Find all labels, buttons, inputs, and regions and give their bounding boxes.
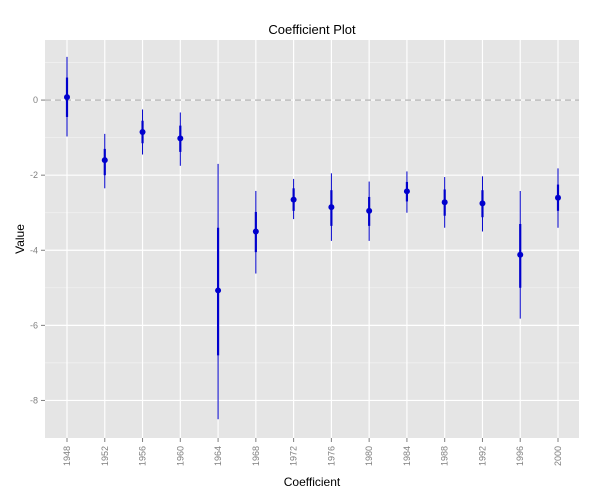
coefficient-point [441, 199, 448, 206]
coefficient-point [517, 251, 524, 258]
coefficient-marks [64, 56, 561, 420]
y-axis-title: Value [13, 224, 27, 254]
x-tick-label: 1996 [515, 446, 525, 466]
x-tick-label: 1960 [175, 446, 185, 466]
x-tick-label: 1956 [138, 446, 148, 466]
x-tick-label: 1984 [402, 446, 412, 466]
y-tick-label: -2 [30, 170, 38, 180]
y-tick-label: -8 [30, 395, 38, 405]
coefficient-point [177, 135, 184, 142]
x-axis-title: Coefficient [284, 475, 341, 489]
coefficient-point [479, 200, 486, 207]
x-axis-ticks: 1948 1952 1956 1960 1964 1968 1972 1976 1980 1984… [62, 438, 563, 466]
chart-title: Coefficient Plot [268, 22, 356, 37]
x-tick-label: 1972 [289, 446, 299, 466]
plot-panel [45, 40, 579, 438]
x-tick-label: 2000 [553, 446, 563, 466]
coefficient-point [403, 188, 410, 195]
x-tick-label: 1980 [364, 446, 374, 466]
x-tick-label: 1976 [326, 446, 336, 466]
y-tick-label: -4 [30, 245, 38, 255]
coefficient-point [290, 196, 297, 203]
x-tick-label: 1992 [477, 446, 487, 466]
x-tick-label: 1952 [100, 446, 110, 466]
y-tick-label: -6 [30, 320, 38, 330]
coefficient-point [101, 157, 108, 164]
x-tick-label: 1968 [251, 446, 261, 466]
x-tick-label: 1948 [62, 446, 72, 466]
x-tick-label: 1964 [213, 446, 223, 466]
y-axis-ticks: 0 -2 -4 -6 -8 [30, 95, 45, 405]
coefficient-point [328, 204, 335, 211]
coefficient-point [215, 287, 222, 294]
coefficient-point [139, 128, 146, 135]
coefficient-point [555, 194, 561, 201]
coefficient-point [64, 94, 70, 101]
y-tick-label: 0 [33, 95, 38, 105]
x-tick-label: 1988 [440, 446, 450, 466]
coefficient-point [252, 228, 259, 235]
coefficient-point [366, 207, 373, 214]
